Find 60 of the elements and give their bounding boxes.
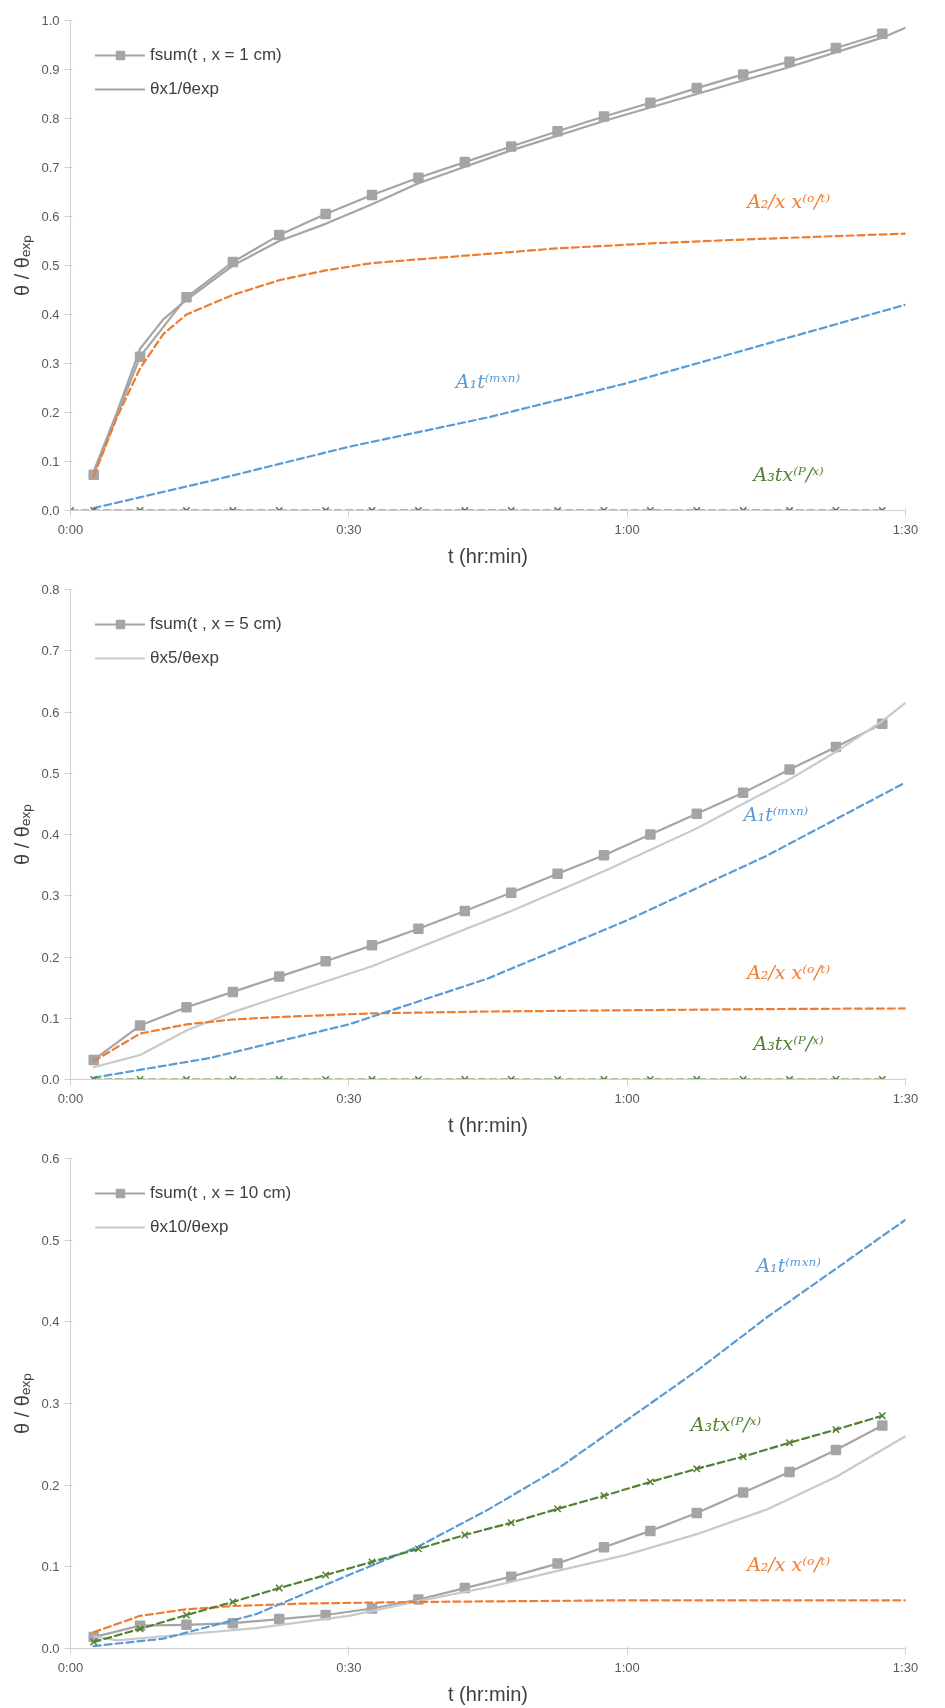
y-tick-label: 0.3 xyxy=(41,888,60,904)
x-tick-label: 1:00 xyxy=(614,1659,640,1675)
y-tick-label: 0.4 xyxy=(41,307,60,322)
series-label: A₂/x x⁽ᵒ/ᵗ⁾ xyxy=(745,190,831,213)
y-tick-label: 0.7 xyxy=(41,643,60,659)
y-tick-label: 0.5 xyxy=(41,1232,60,1248)
y-tick-label: 0.2 xyxy=(41,1477,60,1493)
y-tick-label: 0.3 xyxy=(41,1396,60,1411)
y-tick-label: 0.5 xyxy=(41,258,60,273)
y-tick-label: 0.1 xyxy=(41,1010,60,1026)
x-tick-label: 1:30 xyxy=(892,1090,919,1106)
series-label: A₃tx⁽ᴾ/ˣ⁾ xyxy=(688,1413,762,1436)
y-axis-title: θ / θₑₓₚ xyxy=(11,235,35,296)
y-tick-label: 0.4 xyxy=(41,827,60,842)
x-tick-label: 1:00 xyxy=(614,521,640,537)
legend-label: θx5/θexp xyxy=(150,648,219,668)
y-tick-label: 0.0 xyxy=(41,1641,60,1656)
x-tick-label: 0:30 xyxy=(336,1090,362,1106)
x-tick-label: 1:30 xyxy=(892,1659,919,1675)
series-label: A₁t⁽ᵐˣⁿ⁾ xyxy=(754,1254,822,1277)
y-tick-label: 0.0 xyxy=(41,1072,60,1087)
y-tick-label: 0.4 xyxy=(41,1314,60,1330)
y-tick-label: 0.5 xyxy=(41,765,60,781)
y-axis-title: θ / θₑₓₚ xyxy=(11,804,35,865)
series-label: A₃tx⁽ᴾ/ˣ⁾ xyxy=(751,462,825,485)
x-tick-label: 0:30 xyxy=(336,521,362,537)
y-tick-label: 0.8 xyxy=(41,111,60,126)
x-tick-label: 0:30 xyxy=(336,1659,362,1675)
series-label: A₂/x x⁽ᵒ/ᵗ⁾ xyxy=(745,961,831,984)
y-tick-label: 0.2 xyxy=(41,949,60,965)
y-tick-label: 0.6 xyxy=(41,1151,60,1166)
x-tick-label: 1:30 xyxy=(892,521,919,537)
y-tick-label: 1.0 xyxy=(41,13,60,28)
y-tick-label: 0.9 xyxy=(41,62,60,77)
series-label: A₂/x x⁽ᵒ/ᵗ⁾ xyxy=(745,1552,831,1575)
series-label: A₁t⁽ᵐˣⁿ⁾ xyxy=(741,803,809,826)
legend-label: θx10/θexp xyxy=(150,1217,229,1237)
y-tick-label: 0.0 xyxy=(41,503,60,518)
legend-label: θx1/θexp xyxy=(150,79,219,99)
x-axis-title: t (hr:min) xyxy=(448,544,528,567)
x-axis-title: t (hr:min) xyxy=(448,1113,528,1136)
series-label: A₃tx⁽ᴾ/ˣ⁾ xyxy=(751,1031,825,1054)
y-tick-label: 0.7 xyxy=(41,160,60,175)
y-tick-label: 0.2 xyxy=(41,405,60,420)
x-tick-label: 0:00 xyxy=(57,1659,84,1675)
y-tick-label: 0.6 xyxy=(41,704,60,720)
series-label: A₁t⁽ᵐˣⁿ⁾ xyxy=(453,369,521,392)
y-tick-label: 0.1 xyxy=(41,1559,60,1575)
legend-label: fsum(t , x = 5 cm) xyxy=(150,614,282,634)
y-tick-label: 0.8 xyxy=(41,582,60,597)
y-tick-label: 0.1 xyxy=(41,454,60,469)
x-tick-label: 0:00 xyxy=(57,1090,84,1106)
y-tick-label: 0.6 xyxy=(41,209,60,224)
x-axis-title: t (hr:min) xyxy=(448,1682,528,1705)
legend-label: fsum(t , x = 1 cm) xyxy=(150,45,282,65)
x-tick-label: 1:00 xyxy=(614,1090,640,1106)
legend-label: fsum(t , x = 10 cm) xyxy=(150,1183,292,1203)
y-tick-label: 0.3 xyxy=(41,356,60,371)
y-axis-title: θ / θₑₓₚ xyxy=(11,1373,35,1434)
x-tick-label: 0:00 xyxy=(57,521,84,537)
